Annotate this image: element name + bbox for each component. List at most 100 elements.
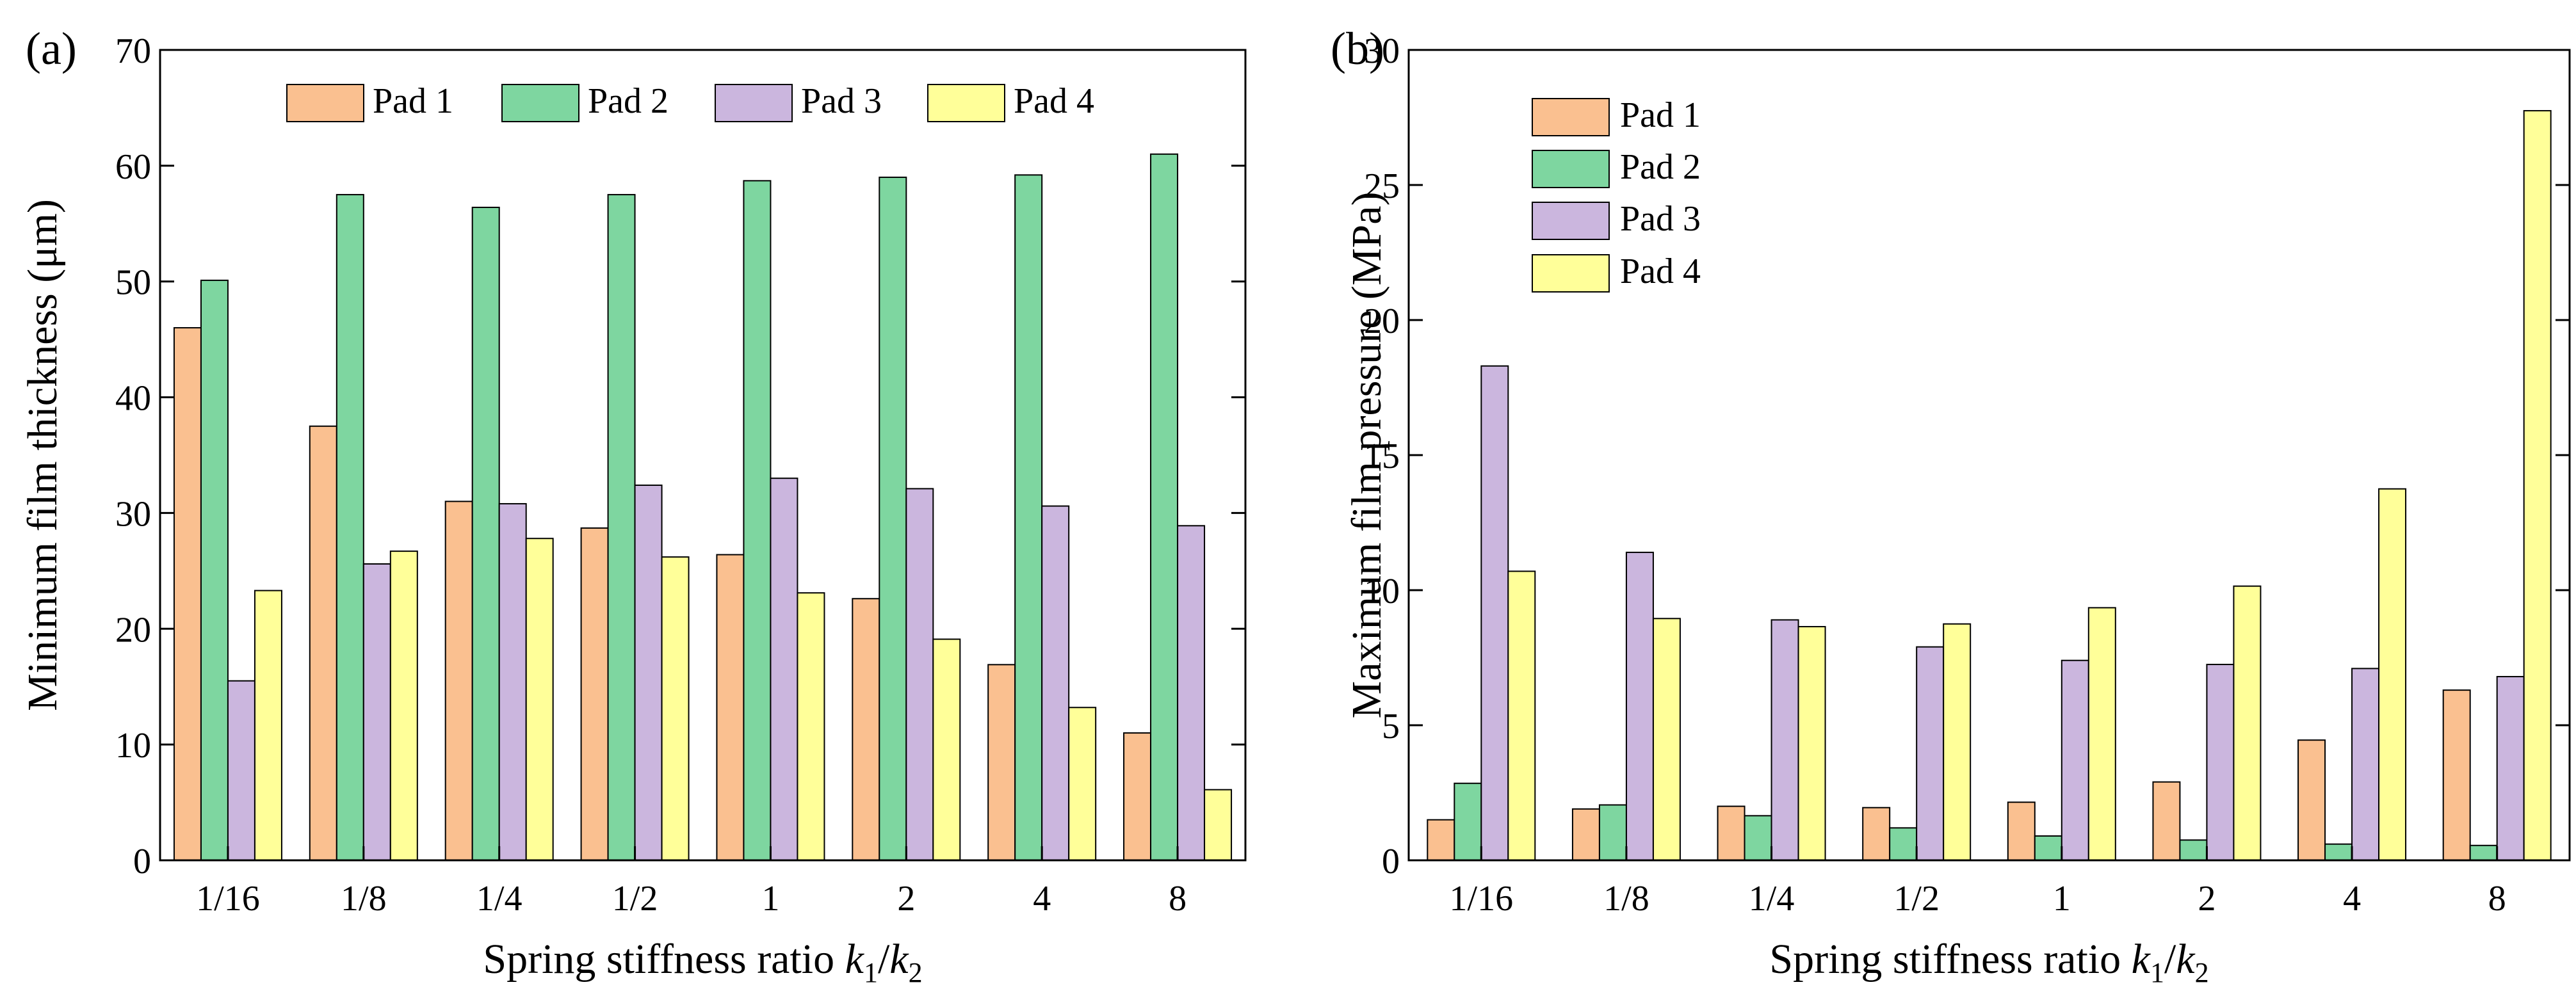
bar-pad-2-1 [743,180,772,862]
x-axis-title-slash: / [2164,936,2176,983]
x-tick-label: 1/2 [1893,879,1940,919]
x-axis-title-text: Spring stiffness ratio [483,936,845,983]
bar-pad-1-1 [716,554,745,862]
y-tick-label: 5 [1382,707,1400,746]
bar-pad-4-1 [797,592,825,861]
bar-pad-4-2 [2233,585,2262,861]
bar-pad-2-8 [2469,844,2498,862]
legend-label-pad-1: Pad 1 [1620,95,1701,135]
legend-swatch-pad-4 [1532,254,1610,293]
legend-swatch-pad-2 [1532,150,1610,188]
x-tick-label: 1/16 [196,879,260,919]
bar-pad-3-1-8 [1625,551,1654,861]
legend: Pad 1 Pad 2 Pad 3 Pad 4 [286,81,1094,122]
bar-pad-1-8 [2442,689,2471,861]
bar-pad-3-2 [905,488,934,861]
plot-frame [159,49,1247,862]
x-axis-title-var: k [2176,936,2196,983]
bar-pad-1-2 [2152,781,2181,861]
y-tick-label: 25 [1364,166,1400,206]
bar-pad-3-1 [2061,659,2089,861]
x-axis-title-var: k [889,936,909,983]
y-tick-label: 60 [115,147,151,187]
bar-pad-1-4 [987,664,1016,861]
bar-pad-2-8 [1150,153,1179,861]
bar-pad-4-8 [1204,789,1233,861]
bar-pad-2-1-16 [200,279,229,861]
bar-pad-2-1-16 [1454,782,1482,861]
y-tick-label: 30 [1364,31,1400,71]
bar-pad-1-1-8 [309,425,337,861]
bar-pad-1-1-16 [173,327,202,861]
x-tick-label: 8 [1169,879,1187,919]
bar-pad-4-1-2 [661,556,690,861]
bar-pad-2-4 [1014,174,1043,862]
legend: Pad 1 Pad 2 Pad 3 Pad 4 [1532,95,1701,293]
bar-pad-4-8 [2523,109,2552,862]
x-axis-title-sub: 1 [2150,957,2164,988]
x-axis-title-var: k [2132,936,2151,983]
bar-pad-4-1-16 [1507,570,1536,862]
bar-pad-3-4 [2351,668,2380,861]
x-axis-title: Spring stiffness ratio k1/k2 [483,936,922,988]
x-tick-label: 4 [2343,879,2361,919]
y-tick-label: 0 [133,842,151,881]
bar-pad-3-8 [2496,676,2525,862]
x-axis-title-sub: 2 [2195,957,2209,988]
bar-pad-4-1 [2087,607,2116,861]
x-axis-title-slash: / [878,936,890,983]
bar-pad-3-1-16 [227,680,255,861]
bar-pad-1-1-4 [1717,805,1746,861]
bar-pad-1-1-8 [1571,808,1600,861]
panel-label: (a) [26,23,77,74]
bar-pad-4-1-2 [1943,623,1972,861]
bar-pad-1-1 [2007,801,2036,862]
bar-pad-4-1-4 [525,538,554,862]
x-tick-label: 1/8 [341,879,387,919]
bar-pad-4-4 [2378,488,2407,861]
x-tick-label: 1 [2053,879,2071,919]
legend-label-pad-1: Pad 1 [373,81,453,121]
bar-pad-4-4 [1068,707,1097,861]
x-axis-title-var: k [845,936,865,983]
legend-swatch-pad-3 [1532,202,1610,240]
y-tick-label: 30 [115,494,151,534]
bar-pad-1-8 [1123,732,1152,861]
bar-pad-3-4 [1041,505,1070,861]
x-axis-title-text: Spring stiffness ratio [1769,936,2131,983]
bar-pad-1-4 [2297,739,2326,861]
bar-pad-2-1-4 [471,206,500,862]
x-tick-label: 1/2 [612,879,658,919]
bar-pad-3-2 [2206,664,2235,862]
x-axis-title-sub: 2 [909,957,923,988]
y-tick-label: 70 [115,31,151,71]
bar-pad-3-1-4 [498,502,527,861]
bar-pad-4-1-4 [1797,625,1826,861]
bar-pad-2-1-8 [1598,804,1627,861]
legend-swatch-pad-1 [1532,98,1610,136]
bar-pad-2-4 [2324,843,2353,862]
bar-pad-4-2 [932,638,961,861]
bar-pad-2-1-4 [1744,815,1772,861]
legend-label-pad-4: Pad 4 [1014,81,1094,121]
bar-pad-2-2 [2179,839,2208,861]
bar-pad-1-2 [852,598,880,862]
bar-pad-2-1-8 [336,194,364,862]
bar-pad-3-1-16 [1480,365,1509,861]
y-tick-label: 50 [115,263,151,303]
legend-label-pad-2: Pad 2 [1620,147,1701,187]
bar-pad-2-2 [879,176,907,861]
x-tick-label: 2 [897,879,915,919]
y-tick-label: 20 [1364,301,1400,341]
y-axis-title: Maximum film pressure (MPa) [1343,191,1390,718]
bar-pad-4-1-8 [1652,618,1681,861]
bar-pad-3-1-2 [1916,646,1945,861]
x-tick-label: 2 [2198,879,2216,919]
bar-pad-2-1-2 [607,194,636,862]
legend-swatch-pad-3 [715,84,793,122]
x-tick-label: 4 [1033,879,1051,919]
legend-label-pad-4: Pad 4 [1620,252,1701,291]
bar-pad-3-1-4 [1770,619,1799,861]
